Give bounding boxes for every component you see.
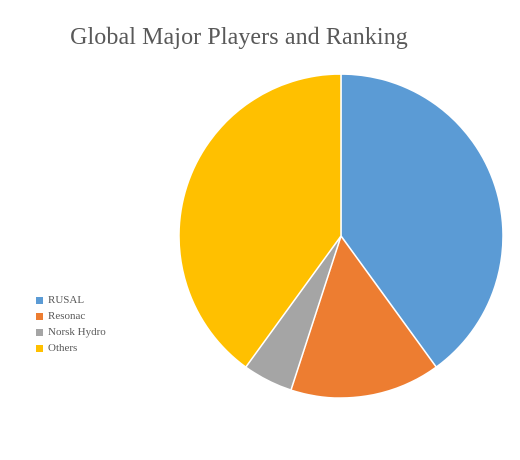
legend-item-norsk-hydro: Norsk Hydro [36, 324, 106, 340]
pie-slice-rusal [340, 73, 504, 369]
legend-item-rusal: RUSAL [36, 292, 106, 308]
legend: RUSAL Resonac Norsk Hydro Others [36, 292, 106, 356]
legend-swatch [36, 344, 43, 352]
legend-label: Norsk Hydro [48, 326, 106, 338]
pie-slice-others [178, 73, 342, 369]
chart-title: Global Major Players and Ranking [70, 24, 408, 50]
legend-item-resonac: Resonac [36, 308, 106, 324]
legend-label: RUSAL [48, 294, 85, 306]
pie-slice-resonac [289, 234, 438, 399]
legend-item-others: Others [36, 340, 106, 356]
legend-label: Others [48, 342, 78, 354]
legend-swatch [36, 296, 43, 304]
legend-label: Resonac [48, 310, 86, 322]
legend-swatch [36, 312, 43, 320]
legend-swatch [36, 328, 43, 336]
